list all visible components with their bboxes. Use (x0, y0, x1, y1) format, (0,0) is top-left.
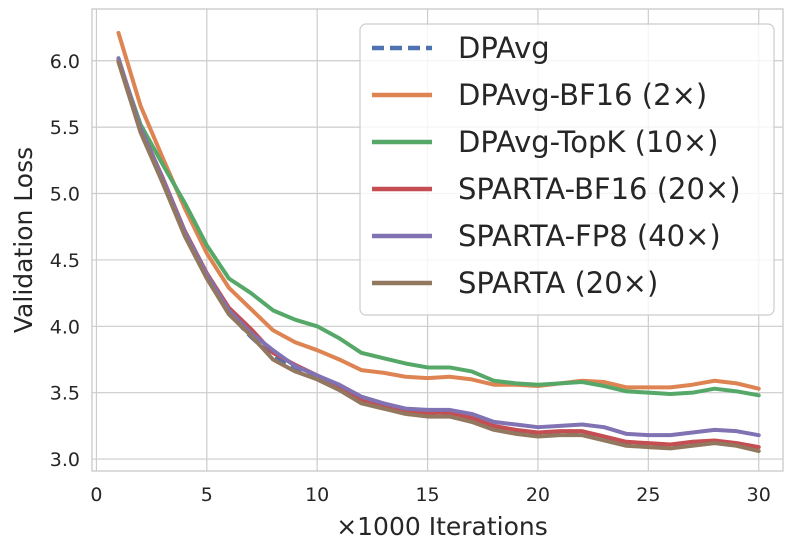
legend: DPAvg DPAvg-BF16 (2×) DPAvg-TopK (10×) SPAR… (359, 23, 775, 316)
x-tick-label: 5 (201, 484, 213, 506)
y-tick-label: 5.5 (50, 117, 80, 139)
x-tick-label: 0 (90, 484, 102, 506)
series-lines (116, 30, 761, 454)
y-tick-label: 3.5 (50, 383, 80, 405)
y-tick-label: 4.5 (50, 250, 80, 272)
legend-label-3: DPAvg-TopK (10×) (458, 125, 718, 159)
y-tick-label: 6.0 (50, 51, 80, 73)
y-tick-label: 4.0 (50, 316, 80, 338)
series-line-5 (116, 56, 761, 438)
tick-labels: 0 5 10 15 20 25 30 3.0 3.5 4.0 4.5 5.0 5.5 6.0 (50, 51, 771, 506)
legend-items: DPAvg DPAvg-BF16 (2×) DPAvg-TopK (10×) SPAR… (372, 31, 741, 300)
legend-label-6: SPARTA (20×) (458, 266, 658, 300)
x-tick-label: 15 (415, 484, 439, 506)
legend-label-4: SPARTA-BF16 (20×) (458, 172, 741, 206)
y-tick-label: 5.0 (50, 184, 80, 206)
legend-box (359, 23, 775, 316)
legend-label-1: DPAvg (458, 31, 550, 65)
x-tick-label: 10 (305, 484, 329, 506)
x-tick-label: 20 (526, 484, 550, 506)
legend-label-5: SPARTA-FP8 (40×) (458, 219, 721, 253)
series-line-3 (116, 58, 761, 398)
series-line-6 (116, 60, 761, 454)
y-tick-label: 3.0 (50, 449, 80, 471)
plot-frame (91, 8, 784, 472)
series-line-2 (116, 30, 761, 391)
y-axis-title: Validation Loss (9, 147, 38, 333)
x-axis-title: ×1000 Iterations (336, 512, 548, 541)
x-tick-label: 25 (636, 484, 660, 506)
x-tick-label: 30 (747, 484, 771, 506)
legend-label-2: DPAvg-BF16 (2×) (458, 78, 707, 112)
